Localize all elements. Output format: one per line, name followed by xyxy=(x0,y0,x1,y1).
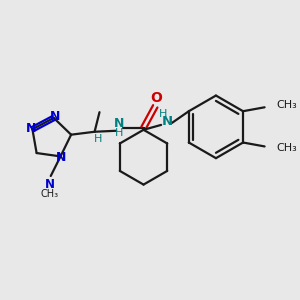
Text: H: H xyxy=(159,109,167,119)
Text: CH₃: CH₃ xyxy=(276,100,297,110)
Text: O: O xyxy=(150,91,162,104)
Text: H: H xyxy=(94,134,103,144)
Text: N: N xyxy=(50,110,60,123)
Text: H: H xyxy=(115,128,123,138)
Text: N: N xyxy=(56,151,67,164)
Text: N: N xyxy=(45,178,55,191)
Text: N: N xyxy=(161,116,172,128)
Text: N: N xyxy=(114,117,124,130)
Text: N: N xyxy=(26,122,37,135)
Text: CH₃: CH₃ xyxy=(276,143,297,153)
Text: CH₃: CH₃ xyxy=(41,189,59,199)
